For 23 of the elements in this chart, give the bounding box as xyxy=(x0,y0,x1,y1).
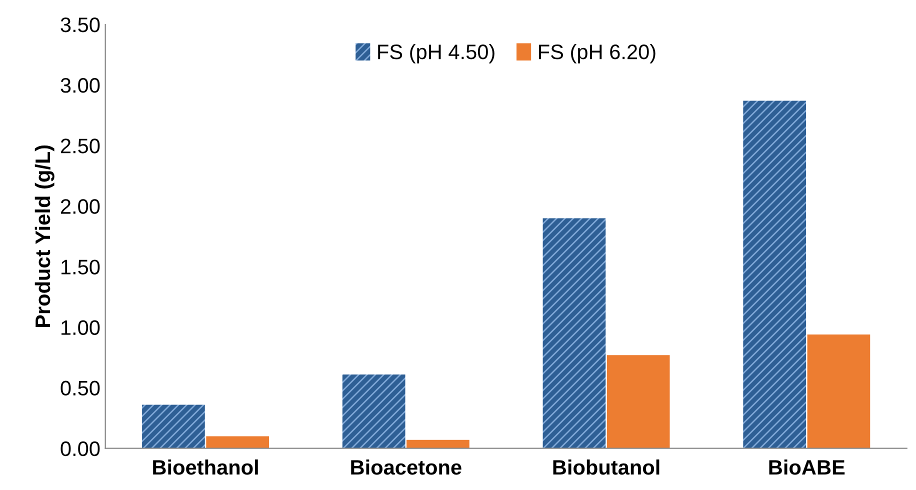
y-axis-title: Product Yield (g/L) xyxy=(34,145,54,328)
bar xyxy=(206,436,270,448)
legend-label: FS (pH 6.20) xyxy=(539,44,656,64)
y-tick-label: 1.00 xyxy=(62,320,100,336)
bar xyxy=(542,218,606,448)
y-tick-label: 0.50 xyxy=(60,380,100,396)
bar xyxy=(606,355,670,448)
x-tick-label: Bioacetone xyxy=(351,459,462,475)
bar xyxy=(406,440,470,448)
y-tick-label: 2.00 xyxy=(60,199,100,214)
y-tick-label: 0.00 xyxy=(60,441,100,456)
bar xyxy=(342,374,406,448)
legend-label: FS (pH 4.50) xyxy=(378,44,494,64)
y-tick-label: 2.50 xyxy=(60,138,100,154)
x-tick-label: Bioethanol xyxy=(153,459,258,475)
bar xyxy=(142,404,205,448)
y-tick-label: 1.50 xyxy=(62,260,100,274)
bar xyxy=(743,100,806,448)
y-tick-label: 3.50 xyxy=(60,18,100,32)
y-tick-label: 3.00 xyxy=(60,78,100,93)
x-tick-label: Biobutanol xyxy=(553,459,660,475)
x-tick-label: BioABE xyxy=(769,459,845,475)
bar xyxy=(807,334,870,448)
